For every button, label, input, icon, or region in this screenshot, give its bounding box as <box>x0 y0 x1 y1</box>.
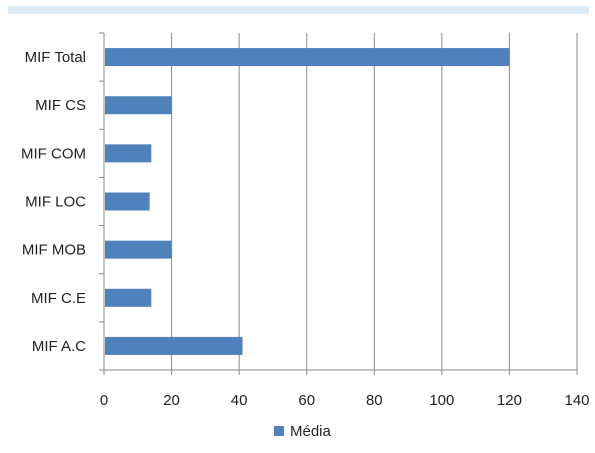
x-tick-label: 80 <box>366 392 383 409</box>
bars <box>105 48 510 355</box>
bar <box>105 288 152 307</box>
x-tick-label: 0 <box>100 392 108 409</box>
legend-label: Média <box>290 423 332 440</box>
category-label: MIF A.C <box>32 338 86 355</box>
category-label: MIF COM <box>21 145 86 162</box>
bar <box>105 240 172 259</box>
axes <box>99 32 578 375</box>
category-label: MIF C.E <box>31 290 86 307</box>
x-tick-label: 20 <box>163 392 180 409</box>
category-label: MIF Total <box>25 49 86 66</box>
legend: Média <box>274 423 332 440</box>
x-tick-labels: 0 20 40 60 80 100 120 140 <box>100 392 590 409</box>
x-tick-label: 140 <box>564 392 589 409</box>
category-labels: MIF Total MIF CS MIF COM MIF LOC MIF MOB MIF … <box>21 49 86 355</box>
x-tick-label: 40 <box>231 392 248 409</box>
bar <box>105 192 150 211</box>
bar <box>105 336 243 355</box>
bar <box>105 48 510 67</box>
top-strip <box>8 6 589 14</box>
bar <box>105 144 152 163</box>
legend-swatch <box>274 426 284 436</box>
x-tick-label: 120 <box>497 392 522 409</box>
category-label: MIF LOC <box>25 194 86 211</box>
category-label: MIF CS <box>35 97 86 114</box>
category-label: MIF MOB <box>22 242 86 259</box>
gridlines <box>171 33 578 370</box>
x-tick-label: 100 <box>429 392 454 409</box>
x-tick-label: 60 <box>298 392 315 409</box>
bar <box>105 96 172 115</box>
